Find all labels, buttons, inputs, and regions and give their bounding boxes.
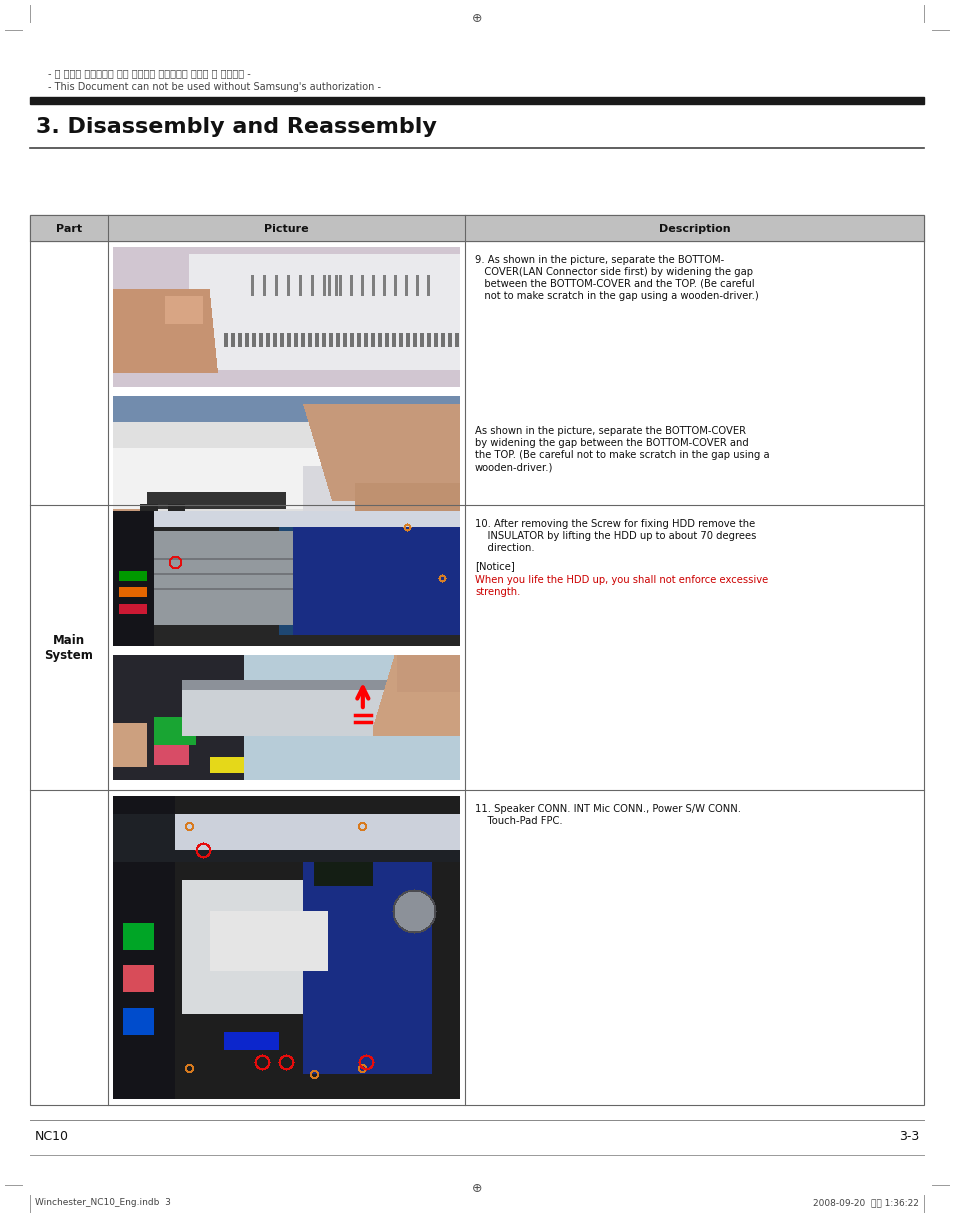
Text: between the BOTTOM-COVER and the TOP. (Be careful: between the BOTTOM-COVER and the TOP. (B… — [475, 279, 754, 288]
Text: wooden-driver.): wooden-driver.) — [475, 462, 553, 472]
Text: Touch-Pad FPC.: Touch-Pad FPC. — [475, 817, 562, 826]
Text: by widening the gap between the BOTTOM-COVER and: by widening the gap between the BOTTOM-C… — [475, 438, 748, 448]
Text: the TOP. (Be careful not to make scratch in the gap using a: the TOP. (Be careful not to make scratch… — [475, 450, 769, 460]
Text: When you life the HDD up, you shall not enforce excessive: When you life the HDD up, you shall not … — [475, 574, 767, 585]
Text: 10. After removing the Screw for fixing HDD remove the: 10. After removing the Screw for fixing … — [475, 518, 755, 529]
Bar — [30, 215, 923, 241]
Text: 9. As shown in the picture, separate the BOTTOM-: 9. As shown in the picture, separate the… — [475, 256, 723, 265]
Text: direction.: direction. — [475, 543, 534, 553]
Text: Winchester_NC10_Eng.indb  3: Winchester_NC10_Eng.indb 3 — [35, 1198, 171, 1207]
Text: 2008-09-20  오후 1:36:22: 2008-09-20 오후 1:36:22 — [812, 1198, 918, 1207]
Bar — [30, 215, 923, 1105]
Text: ⊕: ⊕ — [471, 11, 482, 24]
Text: - This Document can not be used without Samsung's authorization -: - This Document can not be used without … — [48, 82, 380, 92]
Text: Description: Description — [658, 224, 730, 234]
Text: COVER(LAN Connector side first) by widening the gap: COVER(LAN Connector side first) by widen… — [475, 267, 752, 277]
Text: 3-3: 3-3 — [898, 1131, 918, 1143]
Text: - 이 문서는 삼성전자의 기술 자산으로 승인자만이 사용할 수 있습니다 -: - 이 문서는 삼성전자의 기술 자산으로 승인자만이 사용할 수 있습니다 - — [48, 68, 251, 78]
Text: not to make scratch in the gap using a wooden-driver.): not to make scratch in the gap using a w… — [475, 291, 758, 301]
Text: ⊕: ⊕ — [471, 1182, 482, 1195]
Text: Part: Part — [56, 224, 82, 234]
Text: As shown in the picture, separate the BOTTOM-COVER: As shown in the picture, separate the BO… — [475, 426, 745, 436]
Text: 11. Speaker CONN. INT Mic CONN., Power S/W CONN.: 11. Speaker CONN. INT Mic CONN., Power S… — [475, 804, 740, 814]
Bar — [30, 97, 923, 103]
Text: strength.: strength. — [475, 587, 519, 598]
Text: [Notice]: [Notice] — [475, 561, 515, 571]
Text: Main
System: Main System — [45, 634, 93, 662]
Text: NC10: NC10 — [35, 1131, 69, 1143]
Text: Picture: Picture — [264, 224, 309, 234]
Text: INSULATOR by lifting the HDD up to about 70 degrees: INSULATOR by lifting the HDD up to about… — [475, 531, 756, 542]
Text: 3. Disassembly and Reassembly: 3. Disassembly and Reassembly — [36, 117, 436, 138]
